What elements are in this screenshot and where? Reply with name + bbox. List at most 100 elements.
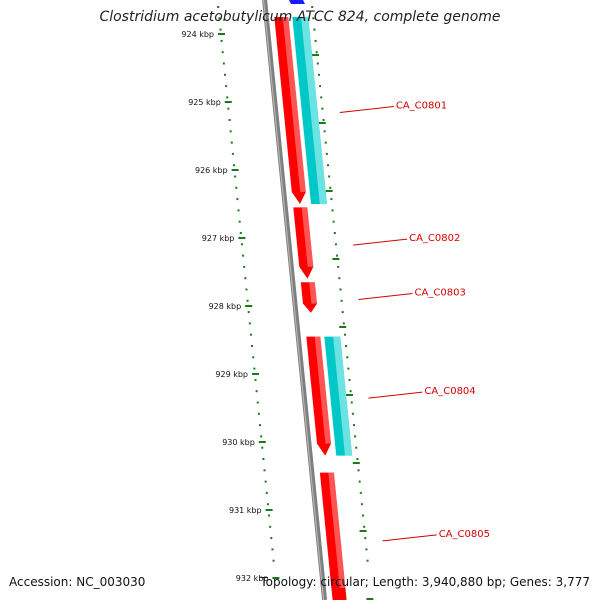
tick-minor-right — [332, 220, 335, 223]
tick-minor-right — [362, 514, 365, 517]
tick-minor-left — [221, 51, 224, 54]
tick-minor-right — [323, 130, 326, 133]
tick-major-left — [272, 577, 280, 579]
gene-CA_C0805 — [319, 472, 347, 600]
backbone-highlight — [263, 0, 325, 600]
cds-layer — [292, 17, 353, 456]
tick-minor-right — [331, 209, 334, 212]
tick-minor-right — [316, 62, 319, 65]
gene-CA_C0802 — [293, 207, 314, 279]
tick-major-left — [245, 305, 253, 307]
tick-major-right — [346, 394, 353, 396]
labels-layer: CA_C0801 CA_C0802 CA_C0803 CA_C0804 CA_C0805 — [339, 101, 490, 542]
tick-minor-left — [229, 130, 232, 133]
tick-minor-right — [312, 17, 315, 20]
gene-label-CA_C0803: CA_C0803 — [415, 288, 466, 299]
tick-minor-right — [356, 458, 359, 460]
tick-minor-left — [233, 164, 236, 167]
tick-minor-left — [262, 458, 265, 460]
tick-major-left — [224, 101, 232, 103]
tick-minor-left — [254, 378, 257, 381]
gene-label-CA_C0805: CA_C0805 — [439, 529, 490, 540]
tick-major-right — [312, 54, 319, 56]
tick-minor-right — [348, 378, 351, 381]
tick-major-right — [332, 258, 340, 260]
tick-minor-left — [268, 514, 271, 517]
gene-CA_C0801 — [274, 17, 306, 204]
tick-minor-right — [364, 537, 367, 540]
gene-arrow-shade — [301, 207, 314, 267]
tick-minor-right — [330, 198, 333, 201]
tick-minor-left — [246, 299, 249, 302]
tick-minor-right — [313, 28, 316, 31]
tick-minor-right — [333, 232, 336, 234]
gene-label-connector — [353, 238, 408, 246]
cds-block-0 — [292, 17, 327, 204]
tick-minor-right — [340, 299, 343, 302]
tick-minor-right — [338, 277, 341, 280]
tick-major-left — [231, 169, 239, 171]
tick-major-right — [352, 462, 360, 464]
tick-minor-right — [359, 491, 362, 494]
ticks-layer: 924 kbp 925 kbp 926 kbp 927 kbp 928 kbp 929 k… — [181, 0, 374, 600]
tick-minor-right — [311, 6, 314, 8]
tick-major-left — [258, 441, 266, 443]
tick-minor-left — [228, 119, 231, 121]
tick-minor-left — [269, 525, 272, 528]
tick-minor-right — [341, 311, 344, 314]
tick-minor-left — [244, 277, 247, 280]
tick-minor-left — [220, 39, 223, 42]
cds-block-shade — [301, 17, 327, 204]
tick-minor-left — [272, 559, 275, 562]
tick-minor-left — [243, 265, 246, 268]
tick-minor-left — [238, 220, 241, 223]
tick-minor-right — [314, 39, 317, 42]
tick-minor-right — [346, 356, 349, 359]
tick-minor-right — [319, 85, 322, 88]
map-title: Clostridium acetobutylicum ATCC 824, com… — [99, 9, 501, 25]
top-marker — [289, 0, 305, 4]
tick-major-right — [325, 190, 333, 192]
tick-major-left — [238, 237, 246, 239]
tick-label-2: 926 kbp — [195, 166, 228, 175]
tick-label-0: 924 kbp — [181, 30, 214, 39]
tick-minor-right — [342, 322, 345, 325]
gene-CA_C0804 — [306, 336, 331, 456]
tick-minor-right — [357, 469, 360, 472]
tick-minor-left — [223, 73, 226, 76]
tick-minor-right — [347, 367, 350, 370]
tick-minor-left — [217, 6, 220, 8]
tick-minor-right — [337, 265, 340, 268]
tick-minor-left — [234, 175, 237, 178]
gene-label-connector — [339, 106, 394, 113]
tick-minor-left — [266, 503, 269, 506]
tick-minor-right — [353, 424, 356, 427]
tick-label-4: 928 kbp — [209, 302, 242, 311]
tick-minor-right — [339, 288, 342, 291]
tick-minor-right — [345, 345, 348, 347]
tick-minor-right — [349, 390, 352, 393]
tick-major-right — [339, 326, 347, 328]
gene-arrow-shade — [282, 17, 306, 192]
tick-minor-left — [248, 322, 251, 325]
tick-label-5: 929 kbp — [215, 370, 248, 379]
tick-minor-right — [365, 548, 368, 551]
tick-major-right — [366, 598, 374, 600]
tick-minor-left — [265, 491, 268, 494]
tick-minor-right — [363, 525, 366, 528]
tick-label-7: 931 kbp — [229, 506, 262, 515]
tick-minor-left — [253, 367, 256, 370]
tick-minor-left — [245, 288, 248, 291]
tick-minor-left — [237, 209, 240, 212]
gene-arrow-shade — [314, 336, 331, 444]
gene-label-CA_C0804: CA_C0804 — [424, 386, 475, 397]
tick-minor-right — [328, 175, 331, 178]
tick-minor-right — [321, 107, 324, 110]
tick-minor-left — [256, 401, 259, 404]
gene-label-connector — [382, 534, 437, 542]
tick-minor-left — [226, 96, 229, 99]
gene-CA_C0803 — [300, 282, 317, 313]
tick-minor-right — [322, 119, 325, 121]
tick-minor-left — [218, 17, 221, 20]
genes-layer — [274, 17, 347, 600]
